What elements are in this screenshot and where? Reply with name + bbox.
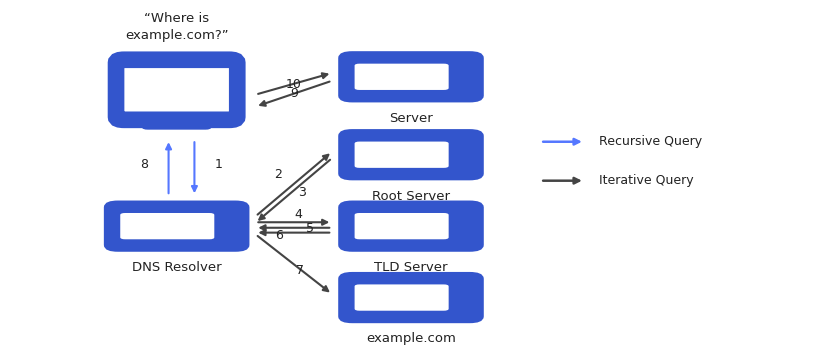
Text: example.com: example.com (366, 332, 456, 345)
Text: 10: 10 (286, 78, 302, 92)
Text: Iterative Query: Iterative Query (599, 174, 694, 187)
Text: “Where is
example.com?”: “Where is example.com?” (125, 12, 229, 42)
Text: 3: 3 (298, 186, 306, 199)
FancyBboxPatch shape (354, 213, 449, 239)
Bar (172, 114, 182, 126)
Text: DNS Resolver: DNS Resolver (132, 261, 221, 274)
FancyBboxPatch shape (354, 284, 449, 311)
Text: Server: Server (389, 112, 433, 125)
FancyBboxPatch shape (116, 60, 238, 120)
Text: Recursive Query: Recursive Query (599, 135, 703, 148)
FancyBboxPatch shape (106, 203, 247, 250)
Text: 9: 9 (290, 87, 298, 100)
FancyBboxPatch shape (340, 131, 482, 178)
FancyBboxPatch shape (340, 53, 482, 100)
Text: 2: 2 (274, 168, 282, 181)
Text: Root Server: Root Server (372, 190, 450, 203)
Text: 5: 5 (306, 222, 314, 235)
FancyBboxPatch shape (340, 203, 482, 250)
Text: 1: 1 (215, 158, 223, 171)
Text: 8: 8 (141, 158, 148, 171)
Text: 7: 7 (296, 264, 304, 277)
FancyBboxPatch shape (354, 64, 449, 90)
FancyBboxPatch shape (340, 274, 482, 321)
Text: TLD Server: TLD Server (374, 261, 448, 274)
FancyBboxPatch shape (142, 121, 211, 130)
Text: 4: 4 (294, 208, 302, 221)
Text: 6: 6 (275, 229, 284, 242)
FancyBboxPatch shape (354, 142, 449, 168)
FancyBboxPatch shape (120, 213, 215, 239)
